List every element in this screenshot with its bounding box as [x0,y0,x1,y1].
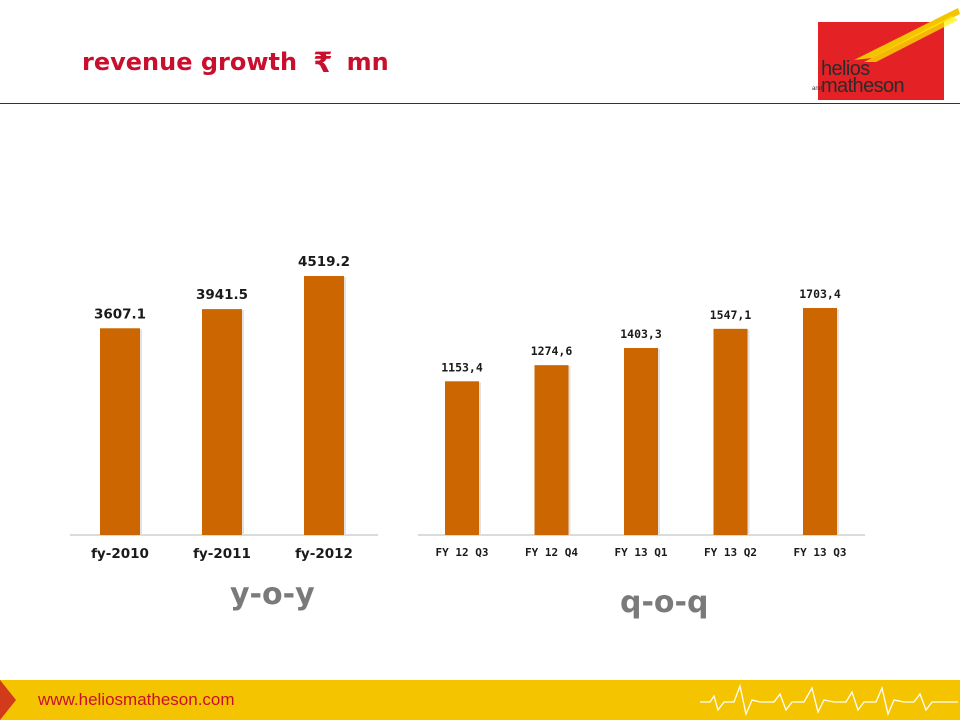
value-label: 3941.5 [196,287,248,303]
category-label: fy-2012 [295,546,353,562]
value-label: 4519.2 [298,254,350,270]
rupee-symbol: ₹ [313,46,333,79]
bar-FY 13 Q2 [713,328,748,535]
value-label: 1403,3 [620,327,662,341]
logo-text-helios: helios [821,58,870,80]
category-label: FY 13 Q2 [704,546,757,559]
page-title: revenue growth ₹ mn [82,46,389,79]
category-label: FY 13 Q1 [615,546,668,559]
company-logo: helios and matheson [812,0,960,104]
value-label: 1703,4 [799,287,841,301]
bar-fy-2011 [202,309,242,535]
bar-FY 12 Q4 [534,365,569,535]
bar-fy-2010 [100,328,140,535]
logo-lightning-icon [854,8,960,62]
category-label: FY 12 Q3 [436,546,489,559]
heartbeat-line-icon [700,683,958,717]
bar-FY 13 Q1 [624,347,658,535]
value-label: 1274,6 [531,344,573,358]
footer-arrow-icon [0,680,16,720]
category-label: FY 13 Q3 [794,546,847,559]
header-divider [0,103,960,104]
footer-url[interactable]: www.heliosmatheson.com [38,690,235,709]
value-label: 1153,4 [441,360,483,374]
value-label: 3607.1 [94,306,146,322]
logo-text-matheson: matheson [821,75,905,97]
category-label: fy-2010 [91,546,149,562]
footer-bar: www.heliosmatheson.com [0,680,960,720]
title-text: revenue growth [82,48,298,76]
qoq-chart-caption: q-o-q [620,585,709,620]
yoy-chart-caption: y-o-y [230,577,315,612]
bar-FY 13 Q3 [803,308,837,535]
category-label: fy-2011 [193,546,251,562]
category-label: FY 12 Q4 [525,546,578,559]
title-unit: mn [346,48,389,76]
value-label: 1547,1 [710,308,752,322]
logo-text-and: and [812,86,823,92]
bar-fy-2012 [304,276,344,535]
bar-FY 12 Q3 [445,381,479,535]
